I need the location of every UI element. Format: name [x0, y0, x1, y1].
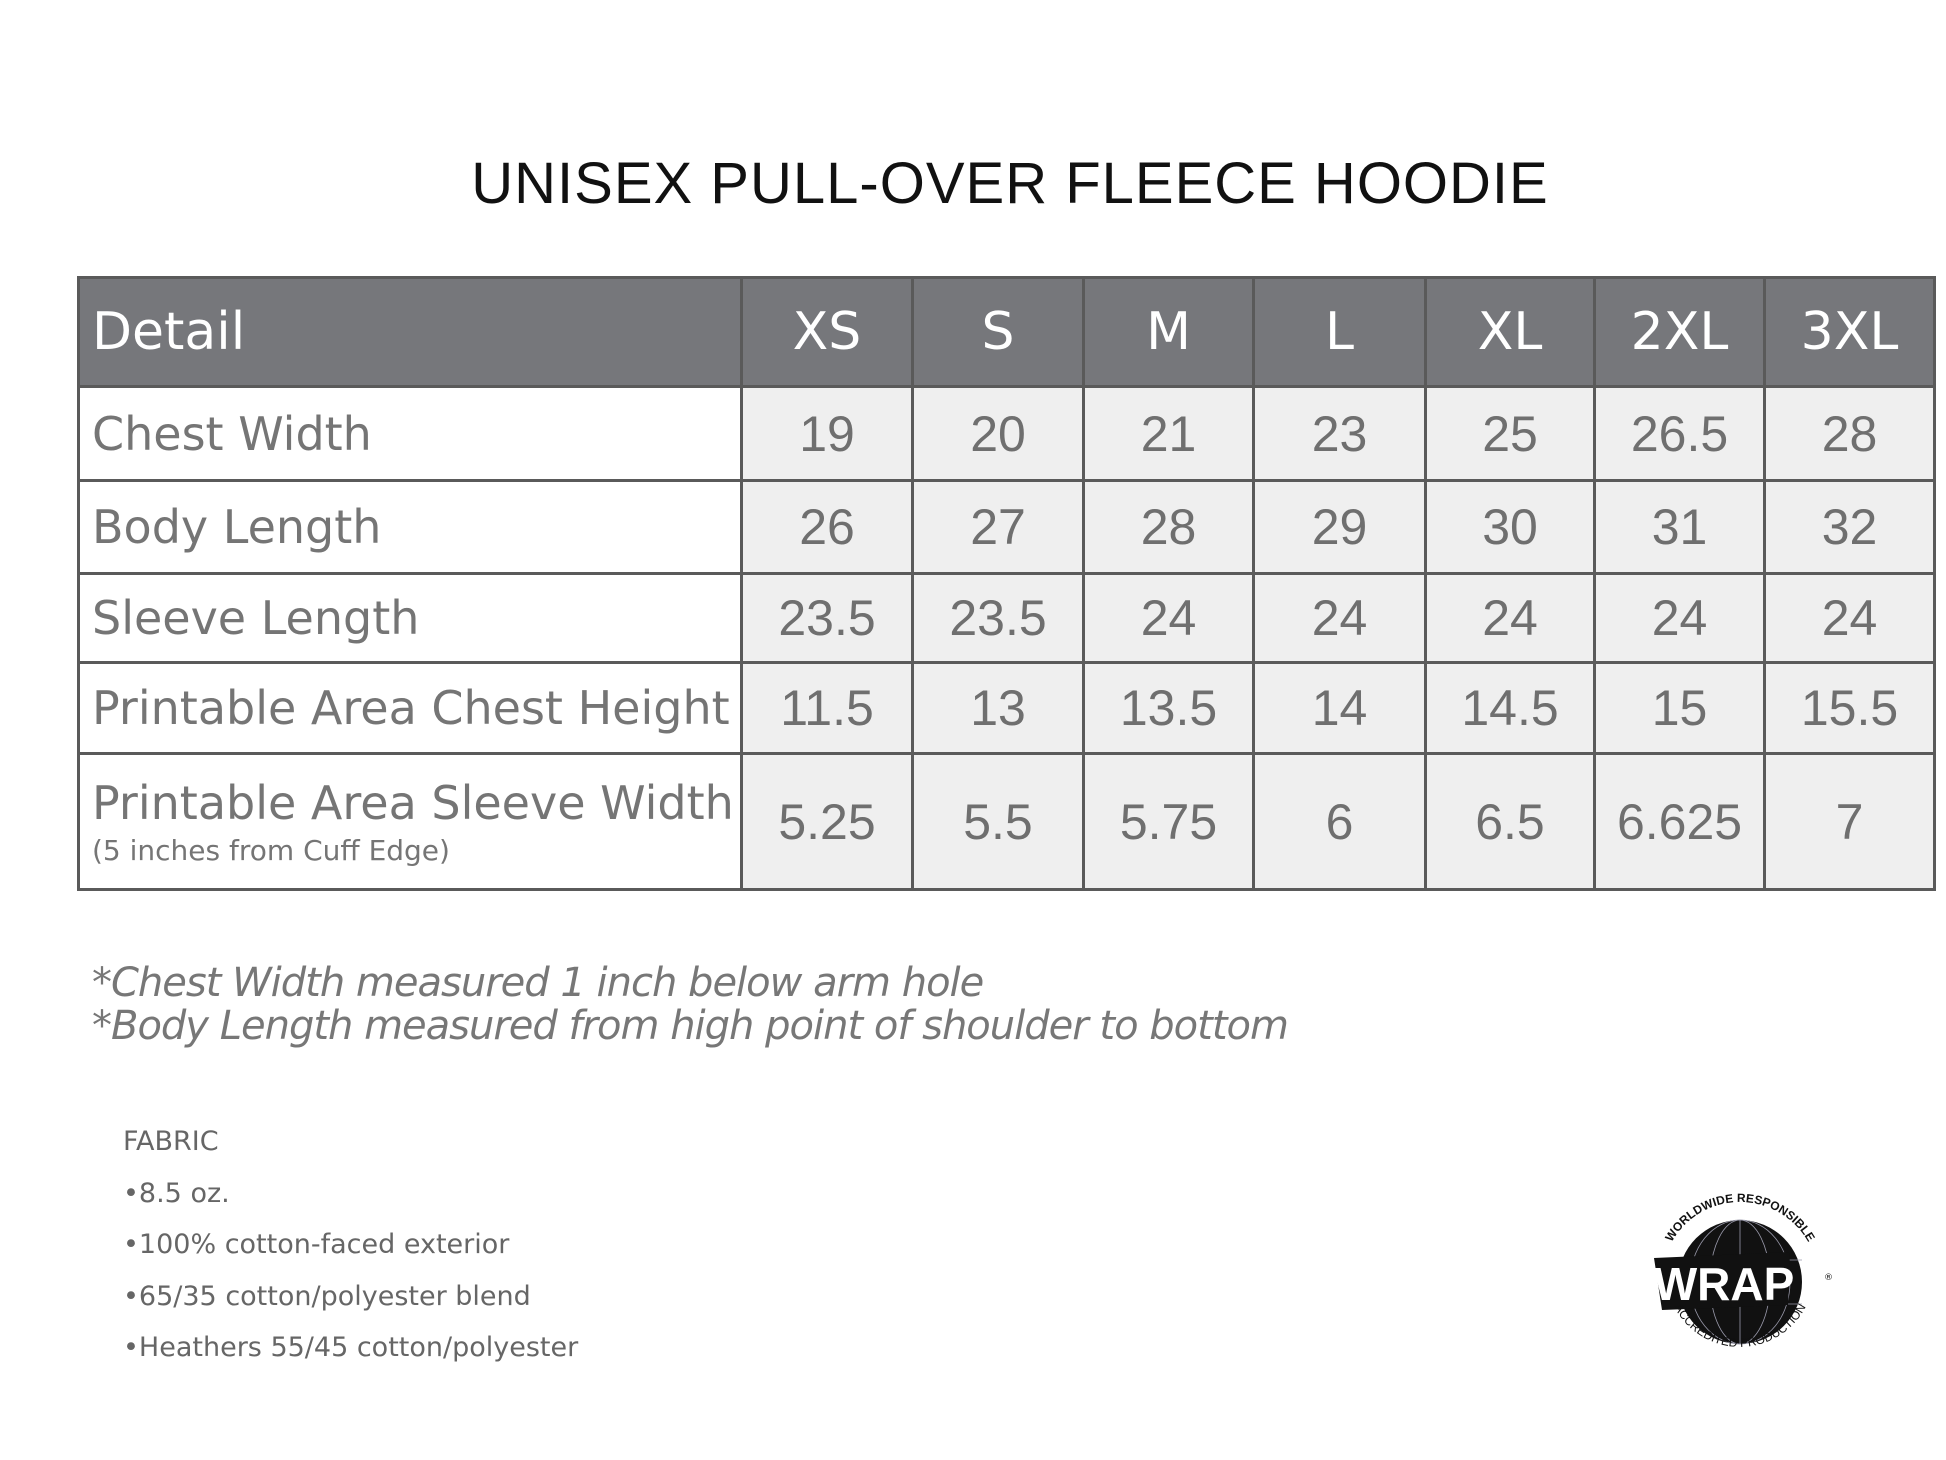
size-value: 30 [1424, 479, 1596, 575]
size-chart-table: Detail XS S M L XL 2XL 3XL Chest Width 19 20 21 23 2… [77, 276, 1936, 891]
row-sublabel: (5 inches from Cuff Edge) [92, 834, 450, 867]
size-value: 28 [1763, 385, 1936, 482]
size-value: 13.5 [1082, 661, 1255, 755]
size-value: 19 [740, 385, 914, 482]
size-value: 31 [1593, 479, 1766, 575]
size-value: 24 [1252, 572, 1427, 664]
table-row: Sleeve Length 23.5 23.5 24 24 24 24 24 [77, 572, 1936, 664]
size-value: 14 [1252, 661, 1427, 755]
size-value: 24 [1424, 572, 1596, 664]
row-label-text: Printable Area Sleeve Width [92, 776, 734, 830]
size-value: 14.5 [1424, 661, 1596, 755]
size-value: 6 [1252, 752, 1427, 891]
note-chest: *Chest Width measured 1 inch below arm h… [92, 960, 984, 1006]
size-value: 6.625 [1593, 752, 1766, 891]
size-value: 15.5 [1763, 661, 1936, 755]
header-size: 2XL [1593, 276, 1766, 388]
fabric-info: FABRIC •8.5 oz. •100% cotton-faced exter… [123, 1116, 578, 1374]
size-value: 26.5 [1593, 385, 1766, 482]
size-value: 27 [911, 479, 1085, 575]
header-detail: Detail [77, 276, 743, 388]
size-value: 13 [911, 661, 1085, 755]
fabric-item: •100% cotton-faced exterior [123, 1229, 510, 1260]
size-value: 23 [1252, 385, 1427, 482]
size-value: 28 [1082, 479, 1255, 575]
fabric-item: •65/35 cotton/polyester blend [123, 1280, 531, 1312]
header-size: M [1082, 276, 1255, 388]
size-value: 24 [1593, 572, 1766, 664]
row-label-text: Body Length [92, 500, 382, 554]
table-row: Body Length 26 27 28 29 30 31 32 [77, 479, 1936, 575]
header-size: XS [740, 276, 914, 388]
measurement-notes: *Chest Width measured 1 inch below arm h… [92, 960, 1289, 1049]
fabric-item: •8.5 oz. [123, 1177, 230, 1209]
table-row: Printable Area Sleeve Width (5 inches fro… [77, 752, 1936, 891]
size-value: 11.5 [740, 661, 914, 755]
header-size: 3XL [1763, 276, 1936, 388]
row-label-text: Printable Area Chest Height [92, 681, 730, 735]
size-value: 5.25 [740, 752, 914, 891]
size-value: 25 [1424, 385, 1596, 482]
table-row: Printable Area Chest Height 11.5 13 13.5 14 1… [77, 661, 1936, 755]
logo-wordmark: WRAP [1654, 1258, 1795, 1310]
size-value: 5.75 [1082, 752, 1255, 891]
size-value: 15 [1593, 661, 1766, 755]
row-label-text: Chest Width [92, 406, 372, 461]
size-value: 24 [1082, 572, 1255, 664]
note-body: *Body Length measured from high point of… [92, 1003, 1289, 1049]
row-label: Chest Width [77, 385, 743, 482]
header-size: L [1252, 276, 1427, 388]
size-value: 6.5 [1424, 752, 1596, 891]
row-label: Printable Area Sleeve Width (5 inches fro… [77, 752, 743, 891]
size-value: 32 [1763, 479, 1936, 575]
page-title: UNISEX PULL-OVER FLEECE HOODIE [471, 151, 1549, 216]
size-value: 24 [1763, 572, 1936, 664]
size-value: 23.5 [740, 572, 914, 664]
size-value: 5.5 [911, 752, 1085, 891]
wrap-logo: WRAP WORLDWIDE RESPONSIBLE ACCREDITED PR… [1654, 1191, 1833, 1350]
size-value: 20 [911, 385, 1085, 482]
size-value: 23.5 [911, 572, 1085, 664]
size-value: 21 [1082, 385, 1255, 482]
row-label: Sleeve Length [77, 572, 743, 664]
svg-text:®: ® [1824, 1273, 1833, 1283]
fabric-item: •Heathers 55/45 cotton/polyester [123, 1332, 579, 1363]
row-label: Printable Area Chest Height [77, 661, 743, 755]
row-label-text: Sleeve Length [92, 591, 420, 645]
header-size: S [911, 276, 1085, 388]
table-row: Chest Width 19 20 21 23 25 26.5 28 [77, 385, 1936, 482]
fabric-heading: FABRIC [123, 1126, 219, 1157]
header-size: XL [1424, 276, 1596, 388]
size-value: 26 [740, 479, 914, 575]
size-value: 29 [1252, 479, 1427, 575]
row-label: Body Length [77, 479, 743, 575]
size-value: 7 [1763, 752, 1936, 891]
